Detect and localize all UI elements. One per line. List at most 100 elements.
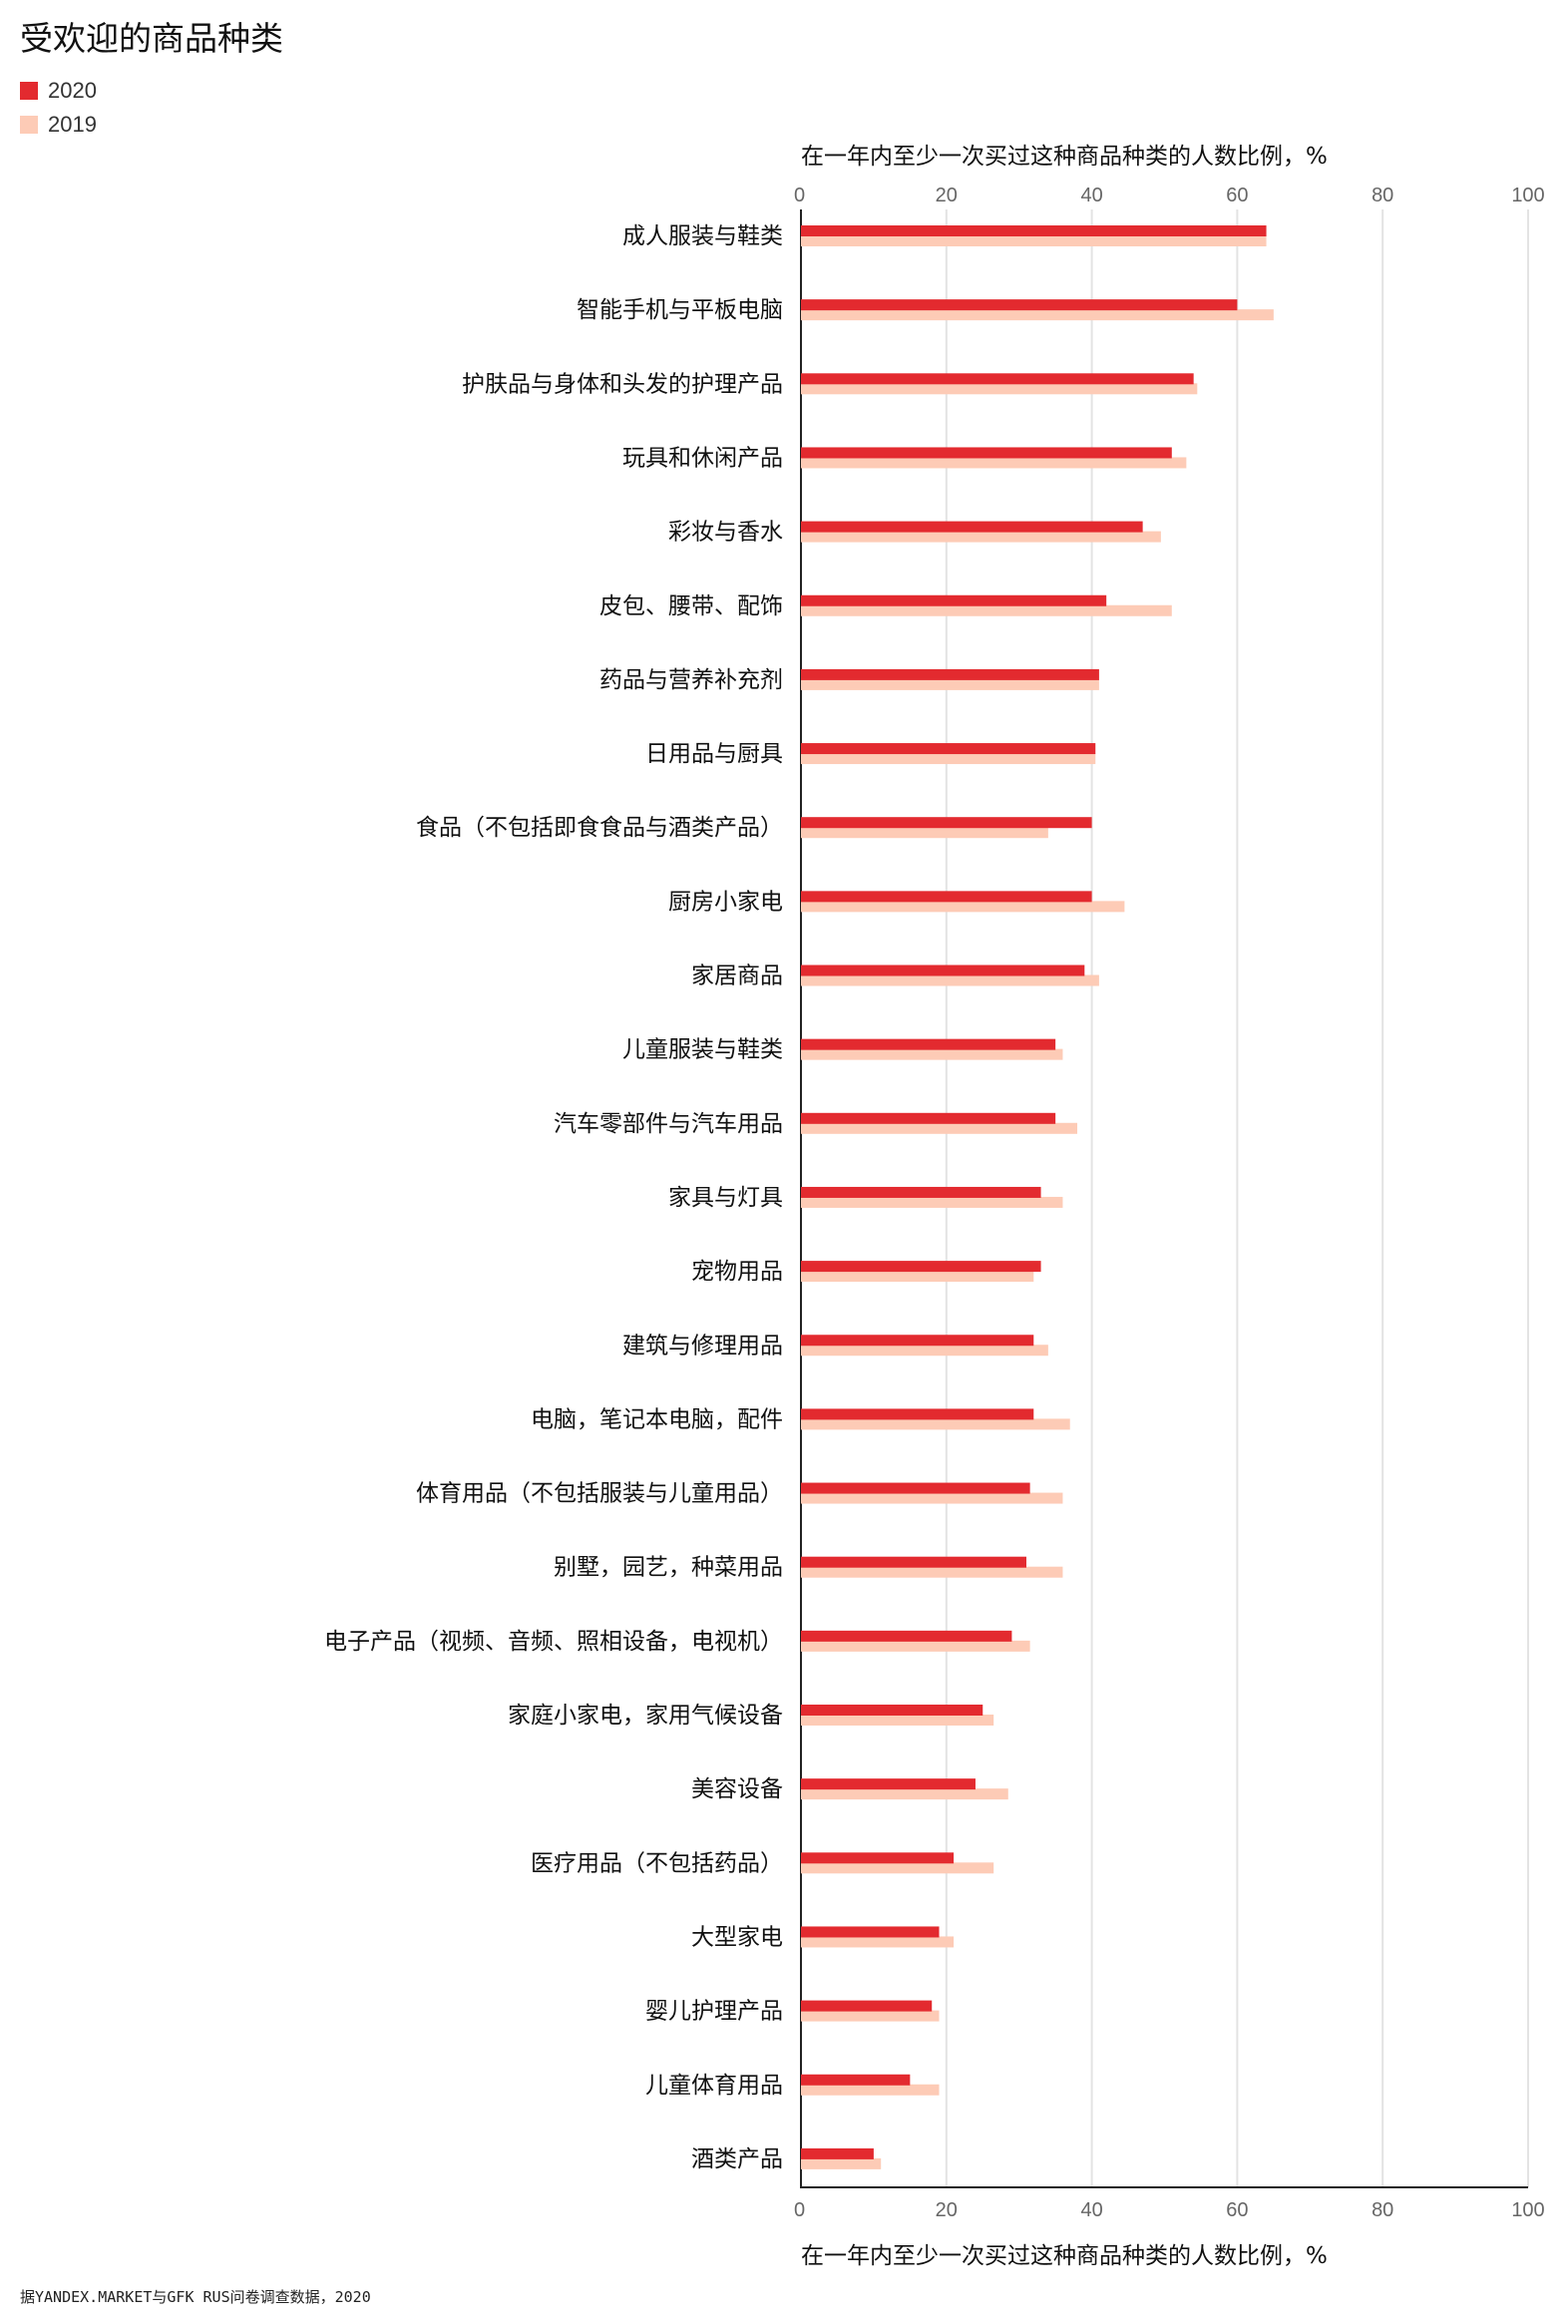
bar-2019-10 [801,974,1099,986]
bar-2020-19 [801,1630,1012,1642]
bar-2020-8 [801,817,1092,829]
bar-2020-14 [801,1261,1041,1273]
bar-2020-16 [801,1408,1034,1420]
legend-label-2020: 2020 [48,78,97,103]
bar-2019-8 [801,827,1048,839]
x-tick-label-top-0: 0 [794,185,805,206]
bar-2019-13 [801,1196,1063,1208]
bar-2020-25 [801,2074,911,2086]
x-tick-label-top-100: 100 [1511,185,1544,206]
category-label-18: 别墅，园艺，种菜用品 [554,1555,783,1581]
category-label-12: 汽车零部件与汽车用品 [554,1111,783,1137]
bar-2019-1 [801,309,1274,321]
category-label-8: 食品（不包括即食食品与酒类产品） [416,815,783,841]
chart-title: 受欢迎的商品种类 [20,19,283,58]
category-label-5: 皮包、腰带、配饰 [599,593,783,619]
bar-2020-4 [801,521,1143,533]
legend-swatch-2020 [20,82,38,100]
bar-2020-0 [801,225,1267,236]
category-label-22: 医疗用品（不包括药品） [531,1850,783,1876]
x-tick-label-bottom-80: 80 [1372,2199,1393,2221]
category-label-24: 婴儿护理产品 [645,1999,783,2025]
x-tick-label-bottom-0: 0 [794,2199,805,2221]
x-tick-label-bottom-20: 20 [936,2199,958,2221]
legend-item-2019: 2019 [20,111,97,139]
category-label-0: 成人服装与鞋类 [622,223,783,249]
source-note: 据YANDEX.MARKET与GFK RUS问卷调查数据，2020 [20,2288,371,2306]
bar-2019-6 [801,678,1099,690]
bar-2019-14 [801,1271,1034,1283]
bar-2020-26 [801,2147,874,2159]
bar-2020-24 [801,2000,933,2012]
bar-2020-2 [801,373,1194,385]
bar-2020-12 [801,1112,1056,1124]
category-label-1: 智能手机与平板电脑 [577,297,783,323]
bar-2019-0 [801,235,1267,246]
bar-2019-20 [801,1715,994,1726]
bar-2020-23 [801,1926,940,1938]
category-label-4: 彩妆与香水 [668,520,783,546]
x-tick-label-top-80: 80 [1372,185,1393,206]
bar-2020-17 [801,1482,1030,1494]
bar-2019-23 [801,1936,955,1948]
x-tick-label-top-60: 60 [1226,185,1248,206]
bar-2020-10 [801,965,1085,976]
bar-2020-22 [801,1852,955,1864]
bar-2019-2 [801,383,1198,395]
category-label-15: 建筑与修理用品 [622,1333,783,1358]
bar-2019-7 [801,753,1096,765]
category-label-10: 家居商品 [691,964,783,989]
bar-2019-18 [801,1566,1063,1578]
bar-2020-5 [801,594,1107,606]
x-axis-title-bottom: 在一年内至少一次买过这种商品种类的人数比例，% [801,2243,1328,2269]
category-label-25: 儿童体育用品 [645,2073,783,2099]
category-label-3: 玩具和休闲产品 [622,445,783,471]
bar-2019-24 [801,2010,940,2022]
category-label-13: 家具与灯具 [668,1185,783,1211]
bar-2020-20 [801,1705,983,1716]
bar-2019-15 [801,1345,1048,1356]
category-label-6: 药品与营养补充剂 [599,667,783,693]
category-label-11: 儿童服装与鞋类 [622,1037,783,1063]
bar-2020-7 [801,743,1096,755]
category-label-23: 大型家电 [691,1924,783,1950]
x-tick-label-top-40: 40 [1080,185,1102,206]
bar-2019-21 [801,1788,1008,1800]
bar-2019-22 [801,1862,994,1874]
category-label-16: 电脑，笔记本电脑，配件 [531,1406,783,1432]
x-tick-label-top-20: 20 [936,185,958,206]
bar-2020-1 [801,299,1238,311]
category-label-14: 宠物用品 [691,1259,783,1285]
bar-2019-3 [801,457,1187,469]
bar-2020-13 [801,1186,1041,1198]
x-tick-label-bottom-100: 100 [1511,2199,1544,2221]
bar-2019-17 [801,1492,1063,1504]
category-label-21: 美容设备 [691,1776,783,1802]
bar-2019-9 [801,901,1125,913]
bar-2020-11 [801,1038,1056,1050]
legend-label-2019: 2019 [48,112,97,137]
legend-item-2020: 2020 [20,77,97,105]
bar-2019-19 [801,1640,1030,1652]
x-axis-title-top: 在一年内至少一次买过这种商品种类的人数比例，% [801,144,1328,170]
bar-2020-21 [801,1778,976,1790]
category-label-7: 日用品与厨具 [645,741,783,767]
bar-2020-9 [801,891,1092,903]
category-label-20: 家庭小家电，家用气候设备 [508,1703,783,1729]
bar-2019-12 [801,1122,1078,1134]
category-label-26: 酒类产品 [691,2146,783,2172]
bar-2019-4 [801,531,1161,543]
bar-2020-18 [801,1556,1026,1568]
bar-2020-6 [801,668,1099,680]
category-label-9: 厨房小家电 [668,889,783,915]
bar-2019-16 [801,1418,1070,1430]
category-label-2: 护肤品与身体和头发的护理产品 [462,371,783,397]
x-tick-label-bottom-40: 40 [1080,2199,1102,2221]
legend-swatch-2019 [20,116,38,134]
category-label-17: 体育用品（不包括服装与儿童用品） [416,1481,783,1507]
bar-2020-15 [801,1335,1034,1347]
bar-2019-25 [801,2084,940,2096]
bar-2019-26 [801,2157,882,2169]
x-tick-label-bottom-60: 60 [1226,2199,1248,2221]
